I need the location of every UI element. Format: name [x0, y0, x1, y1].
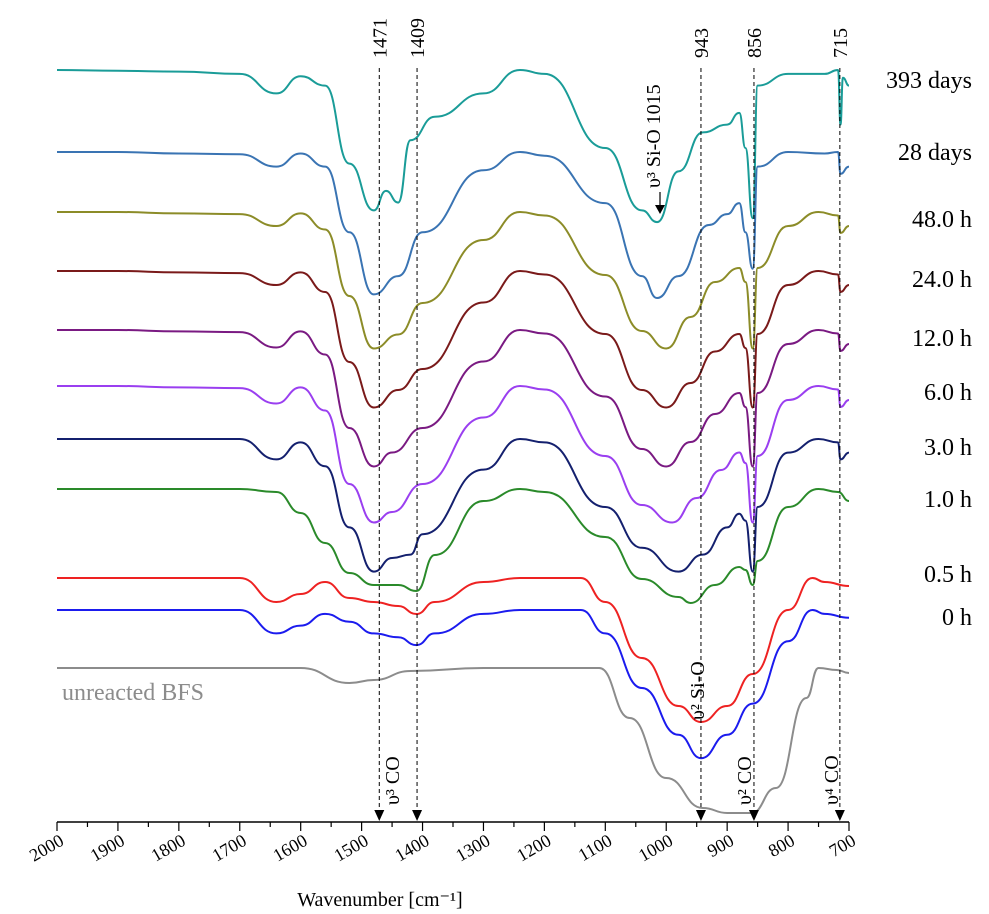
peak-arrowhead-1471: [374, 810, 385, 821]
series-curves: [56, 68, 850, 814]
series-labels: 393 days 28 days 48.0 h 24.0 h 12.0 h 6.0 h 3.…: [62, 68, 972, 706]
series-label-28-days: 28 days: [898, 140, 972, 166]
series-label-48-0-h: 48.0 h: [912, 207, 972, 233]
x-tick-label-1200: 1200: [513, 830, 554, 865]
series-line-1-0-h: [57, 487, 850, 605]
series-line-0-5-h: [57, 576, 850, 724]
series-label-0-5-h: 0.5 h: [924, 562, 972, 588]
x-tick-label-1400: 1400: [391, 830, 432, 865]
x-tick-label-1600: 1600: [270, 830, 311, 865]
annotation-v3-si-o: υ³ Si-O 1015: [643, 84, 665, 188]
series-line-48-0-h: [57, 210, 850, 350]
x-tick-label-1700: 1700: [209, 830, 250, 865]
series-line-24-0-h: [56, 269, 850, 409]
series-line-12-0-h: [57, 328, 850, 468]
x-tick-label-1100: 1100: [575, 830, 616, 865]
x-axis-title: Wavenumber [cm⁻¹]: [297, 889, 462, 911]
peak-arrowhead-856: [748, 810, 759, 821]
peak-label-715: 715: [830, 28, 852, 58]
peak-arrowhead-715: [834, 810, 845, 821]
x-tick-label-800: 800: [765, 830, 798, 861]
peak-arrowhead-1409: [412, 810, 423, 821]
series-label-6-0-h: 6.0 h: [924, 380, 972, 406]
annotation-arrowhead-1015: [655, 205, 665, 214]
series-label-0-h: 0 h: [942, 605, 972, 631]
peak-label-1471: 1471: [369, 18, 391, 58]
x-axis: 2000 1900 1800 1700 1600 1500 1400 1300 1200 1100…: [26, 821, 859, 865]
x-tick-label-900: 900: [704, 830, 737, 861]
annotation-v2-si-o: υ² Si-O: [687, 661, 709, 720]
series-label-3-0-h: 3.0 h: [924, 435, 972, 461]
x-tick-label-1000: 1000: [635, 830, 676, 865]
series-line-3-0-h: [57, 437, 850, 573]
annotation-v3-co: υ³ CO: [382, 756, 404, 805]
x-tick-label-1800: 1800: [148, 830, 189, 865]
x-tick-label-2000: 2000: [26, 830, 67, 865]
peak-label-1409: 1409: [407, 18, 429, 58]
annotation-v2-co: υ² CO: [734, 756, 756, 805]
peak-arrowhead-943: [695, 810, 706, 821]
x-tick-label-700: 700: [826, 830, 859, 861]
peak-markers: 1471 1409 943 856 715: [369, 18, 852, 821]
series-label-unreacted-bfs: unreacted BFS: [62, 680, 204, 706]
x-tick-label-1500: 1500: [330, 830, 371, 865]
series-line-393-days: [56, 68, 850, 224]
series-line-unreacted-bfs: [57, 666, 850, 814]
series-label-393-days: 393 days: [886, 68, 972, 94]
series-label-12-0-h: 12.0 h: [912, 326, 972, 352]
series-line-28-days: [56, 150, 850, 300]
series-line-0-h: [57, 608, 850, 760]
x-tick-label-1900: 1900: [87, 830, 128, 865]
peak-label-943: 943: [691, 28, 713, 58]
series-label-1-0-h: 1.0 h: [924, 487, 972, 513]
x-tick-label-1300: 1300: [452, 830, 493, 865]
annotation-v4-co: υ⁴ CO: [821, 755, 843, 805]
series-label-24-0-h: 24.0 h: [912, 267, 972, 293]
series-line-6-0-h: [57, 384, 850, 524]
peak-label-856: 856: [744, 28, 766, 58]
